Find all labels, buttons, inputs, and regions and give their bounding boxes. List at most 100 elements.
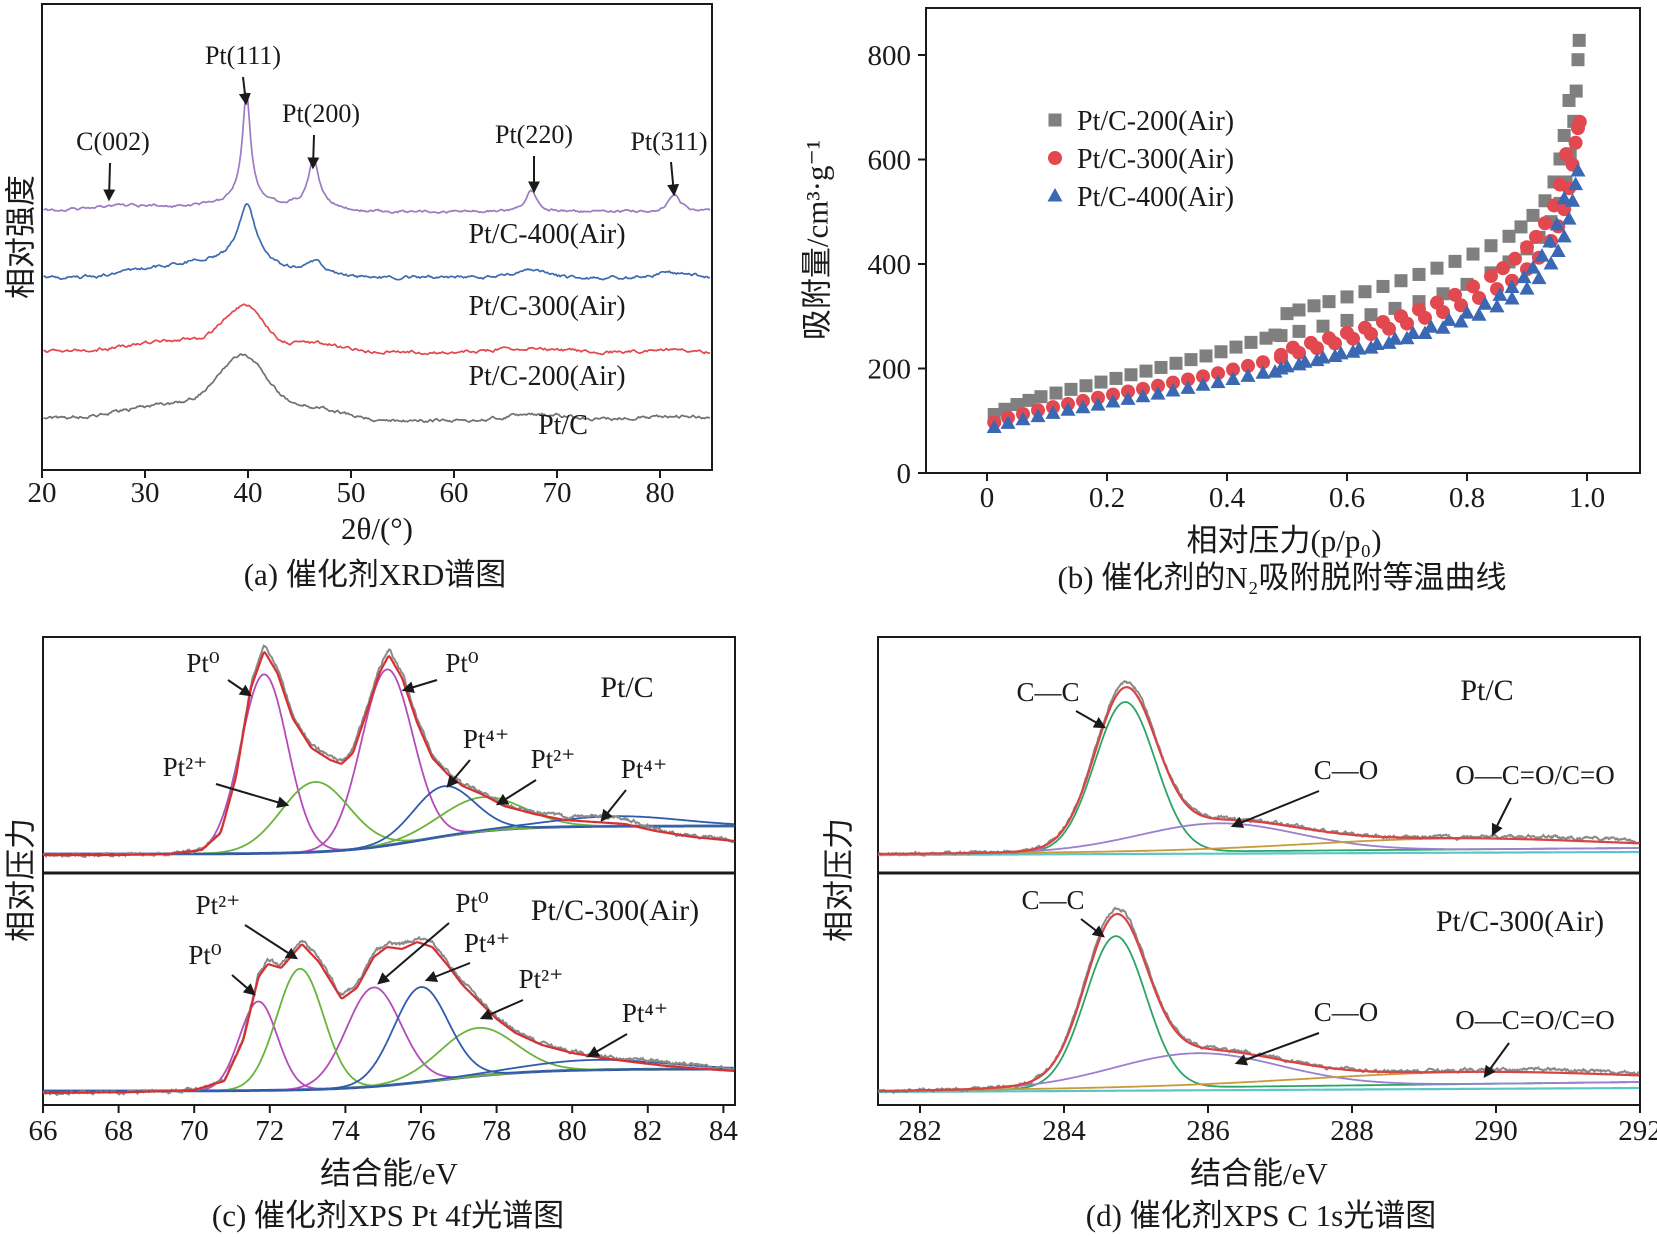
x-tick-label: 0.4 <box>1209 482 1246 514</box>
data-point <box>1568 135 1583 150</box>
x-tick-label: 286 <box>1186 1115 1230 1147</box>
annotation-text: Pt²⁺ <box>519 964 564 994</box>
x-tick-label: 70 <box>543 477 572 509</box>
annotation-arrow <box>446 759 471 788</box>
xrd-curve <box>43 92 711 214</box>
annotation-text: Pt⁰ <box>455 888 489 918</box>
x-tick-label: 0.8 <box>1449 482 1485 514</box>
data-point <box>1015 411 1031 426</box>
annotation-text: Pt⁴⁺ <box>463 724 509 754</box>
data-point <box>1241 358 1255 373</box>
data-point <box>1226 362 1240 377</box>
x-tick-label: 284 <box>1042 1115 1086 1147</box>
data-point <box>1571 53 1585 67</box>
x-tick-label: 292 <box>1618 1115 1657 1147</box>
annotation-text: O—C=O/C=O <box>1455 760 1614 790</box>
data-point <box>1124 368 1138 382</box>
data-point <box>1268 328 1282 342</box>
data-point <box>1120 391 1136 405</box>
data-point <box>1363 340 1379 354</box>
data-point <box>1196 369 1210 384</box>
data-point <box>1358 285 1372 299</box>
xps-c1s-plot: 282 284 286 288 290 292 Pt/C C—C C—O O—C=O/C=O Pt/… <box>877 636 1657 1147</box>
background-curve <box>43 1067 735 1093</box>
x-tick-label: 68 <box>104 1115 133 1147</box>
data-point <box>1315 350 1331 364</box>
annotation-text: C(002) <box>76 127 150 156</box>
data-point <box>1412 267 1426 281</box>
data-point <box>1369 336 1385 350</box>
x-tick-label: 80 <box>558 1115 587 1147</box>
caption-c: (c) 催化剂XPS Pt 4f光谱图 <box>211 1198 565 1233</box>
data-point <box>1229 340 1243 354</box>
annotation-arrow <box>244 924 299 960</box>
data-point <box>1169 356 1183 370</box>
background-curve <box>43 824 735 856</box>
data-point <box>1519 281 1535 295</box>
x-tick-label: 0.2 <box>1089 482 1125 514</box>
data-point <box>1267 364 1283 378</box>
data-point <box>1387 331 1403 345</box>
data-point <box>1286 340 1300 355</box>
data-point <box>1466 279 1480 294</box>
data-point <box>1412 302 1426 317</box>
data-point <box>1435 320 1451 334</box>
data-point <box>1322 295 1336 309</box>
sample-label: Pt/C-300(Air) <box>1436 905 1604 938</box>
data-point <box>1547 198 1561 213</box>
data-point <box>1210 374 1226 389</box>
data-point <box>1075 399 1091 414</box>
x-tick-label: 20 <box>28 477 57 509</box>
plot-box <box>41 3 713 471</box>
data-point <box>1180 380 1196 394</box>
x-tick-label: 282 <box>898 1115 942 1147</box>
data-point <box>1489 298 1505 313</box>
data-point <box>1340 325 1354 340</box>
data-point <box>1184 353 1198 367</box>
data-point <box>1550 243 1566 257</box>
annotation-text: Pt(220) <box>495 120 573 149</box>
plot-box <box>925 7 1641 474</box>
sample-label: Pt/C <box>600 671 653 704</box>
envelope-curve <box>878 686 1640 856</box>
annotation-arrow <box>103 162 116 202</box>
plot-box <box>42 636 736 1106</box>
data-point <box>1502 229 1516 243</box>
data-point <box>1484 269 1498 284</box>
x-tick-label: 70 <box>180 1115 209 1147</box>
data-point <box>1244 335 1258 349</box>
annotation-arrow <box>231 974 256 996</box>
data-point <box>1225 371 1241 385</box>
x-tick-label: 76 <box>407 1115 436 1147</box>
data-point <box>1543 256 1559 270</box>
data-point <box>1448 254 1462 268</box>
series-label: Pt/C-300(Air) <box>468 291 625 322</box>
data-point <box>1529 229 1543 244</box>
data-point <box>1525 260 1541 274</box>
baseline-curve <box>878 1086 1640 1094</box>
data-point <box>1514 220 1528 234</box>
ylabel-c: 相对压力 <box>3 818 39 942</box>
data-point <box>1000 415 1016 429</box>
x-tick-label: 290 <box>1474 1115 1518 1147</box>
data-point <box>1292 303 1306 317</box>
data-point <box>1454 298 1468 313</box>
data-point <box>1340 290 1354 304</box>
data-point <box>1094 375 1108 389</box>
annotation-text: Pt⁰ <box>186 648 220 678</box>
y-tick-label: 400 <box>868 249 912 281</box>
data-point <box>1030 408 1046 423</box>
caption-d: (d) 催化剂XPS C 1s光谱图 <box>1085 1198 1437 1233</box>
x-tick-label: 30 <box>131 477 160 509</box>
data-point <box>1049 386 1063 400</box>
annotation-arrow <box>586 1033 628 1058</box>
xrd-plot: 20 30 40 50 60 70 80 Pt/C-400(Air) Pt/C-300(Air)… <box>28 3 713 509</box>
data-point <box>1322 331 1336 346</box>
annotation-text: Pt⁴⁺ <box>622 998 668 1028</box>
data-point <box>1453 313 1469 328</box>
data-point <box>1504 291 1520 305</box>
y-tick-label: 800 <box>868 40 912 72</box>
data-point <box>1492 287 1508 301</box>
data-point <box>1466 247 1480 261</box>
annotation-arrow <box>1230 790 1320 828</box>
